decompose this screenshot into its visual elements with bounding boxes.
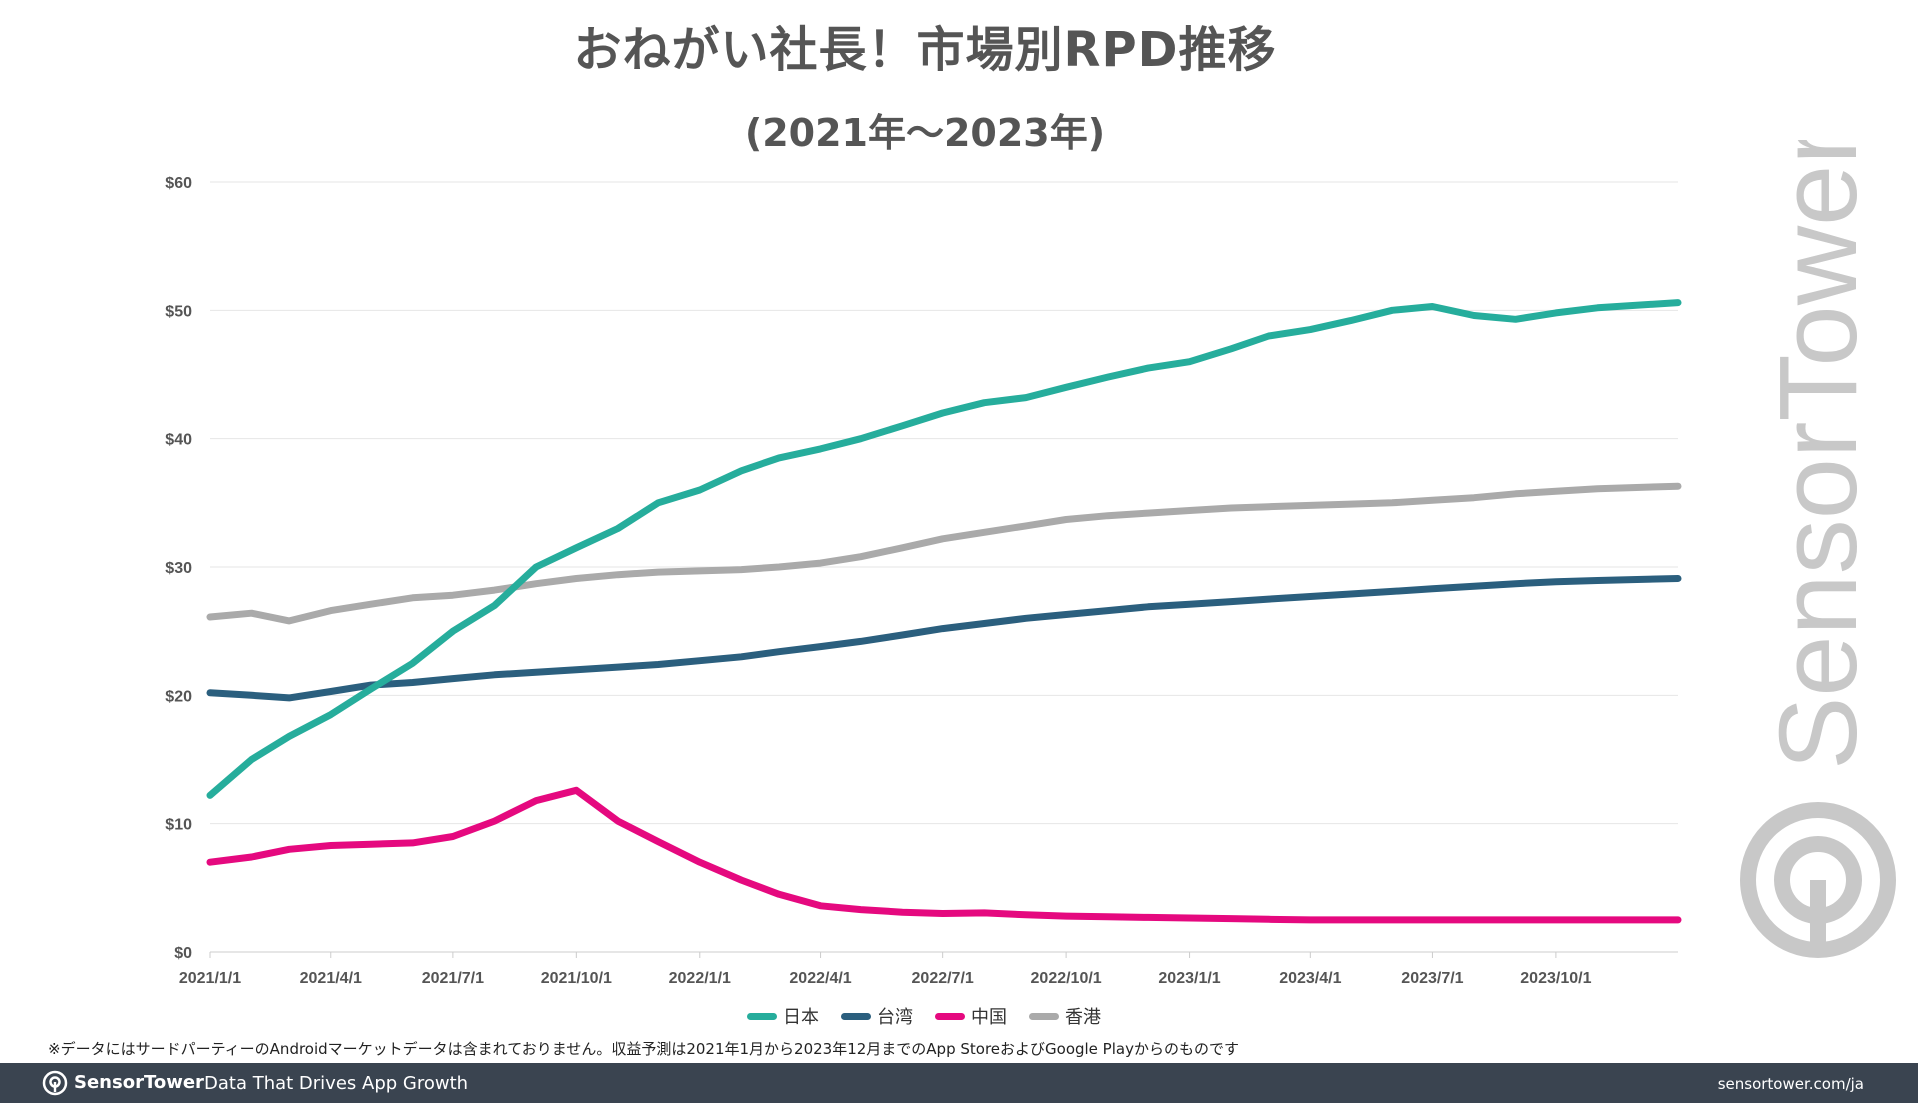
legend-item-china[interactable]: 中国 xyxy=(935,1003,1007,1029)
x-tick-label: 2021/7/1 xyxy=(422,970,484,987)
y-tick-label: $20 xyxy=(165,688,192,705)
chart-subtitle: (2021年〜2023年) xyxy=(744,111,1106,155)
sensortower-logo-icon xyxy=(42,1070,68,1096)
chart-legend: 日本 台湾 中国 香港 xyxy=(0,1003,1848,1029)
x-tick-label: 2021/1/1 xyxy=(179,970,241,987)
sensortower-watermark: SensorTower xyxy=(1740,140,1896,958)
watermark-logo-icon xyxy=(1740,802,1896,958)
legend-label-taiwan: 台湾 xyxy=(877,1007,913,1028)
chart-title: おねがい社長！市場別RPD推移 xyxy=(573,22,1277,78)
x-tick-label: 2021/4/1 xyxy=(300,970,362,987)
legend-label-china: 中国 xyxy=(971,1007,1007,1028)
y-tick-label: $0 xyxy=(174,945,192,962)
legend-item-taiwan[interactable]: 台湾 xyxy=(841,1003,913,1029)
y-tick-label: $40 xyxy=(165,432,192,449)
legend-label-hongkong: 香港 xyxy=(1065,1007,1101,1028)
legend-swatch-hongkong xyxy=(1029,1012,1059,1020)
x-tick-label: 2022/10/1 xyxy=(1031,970,1102,987)
x-tick-label: 2023/10/1 xyxy=(1520,970,1591,987)
y-tick-label: $10 xyxy=(165,817,192,834)
series-line-hongkong xyxy=(206,482,1682,625)
legend-item-hongkong[interactable]: 香港 xyxy=(1029,1003,1101,1029)
x-tick-label: 2021/10/1 xyxy=(541,970,612,987)
legend-swatch-taiwan xyxy=(841,1012,871,1020)
y-tick-label: $30 xyxy=(165,560,192,577)
series-line-taiwan xyxy=(206,575,1682,702)
y-tick-label: $60 xyxy=(165,175,192,192)
x-tick-label: 2023/4/1 xyxy=(1279,970,1341,987)
series-line-china xyxy=(206,786,1682,924)
x-tick-label: 2022/1/1 xyxy=(669,970,731,987)
x-tick-label: 2022/7/1 xyxy=(912,970,974,987)
y-tick-label: $50 xyxy=(165,303,192,320)
x-tick-label: 2022/4/1 xyxy=(789,970,851,987)
legend-swatch-japan xyxy=(747,1012,777,1020)
footer-url[interactable]: sensortower.com/ja xyxy=(1717,1075,1864,1093)
watermark-text: SensorTower xyxy=(1757,140,1880,770)
footer-brand: SensorTower xyxy=(74,1072,204,1093)
footnote: ※データにはサードパーティーのAndroidマーケットデータは含まれておりません… xyxy=(48,1040,1239,1058)
series-line-japan xyxy=(206,299,1682,799)
footer-tagline: Data That Drives App Growth xyxy=(204,1073,469,1094)
legend-item-japan[interactable]: 日本 xyxy=(747,1003,819,1029)
footer-bar: SensorTower Data That Drives App Growth … xyxy=(0,1063,1918,1103)
x-tick-label: 2023/7/1 xyxy=(1401,970,1463,987)
legend-label-japan: 日本 xyxy=(783,1007,819,1028)
x-tick-label: 2023/1/1 xyxy=(1158,970,1220,987)
legend-swatch-china xyxy=(935,1012,965,1020)
